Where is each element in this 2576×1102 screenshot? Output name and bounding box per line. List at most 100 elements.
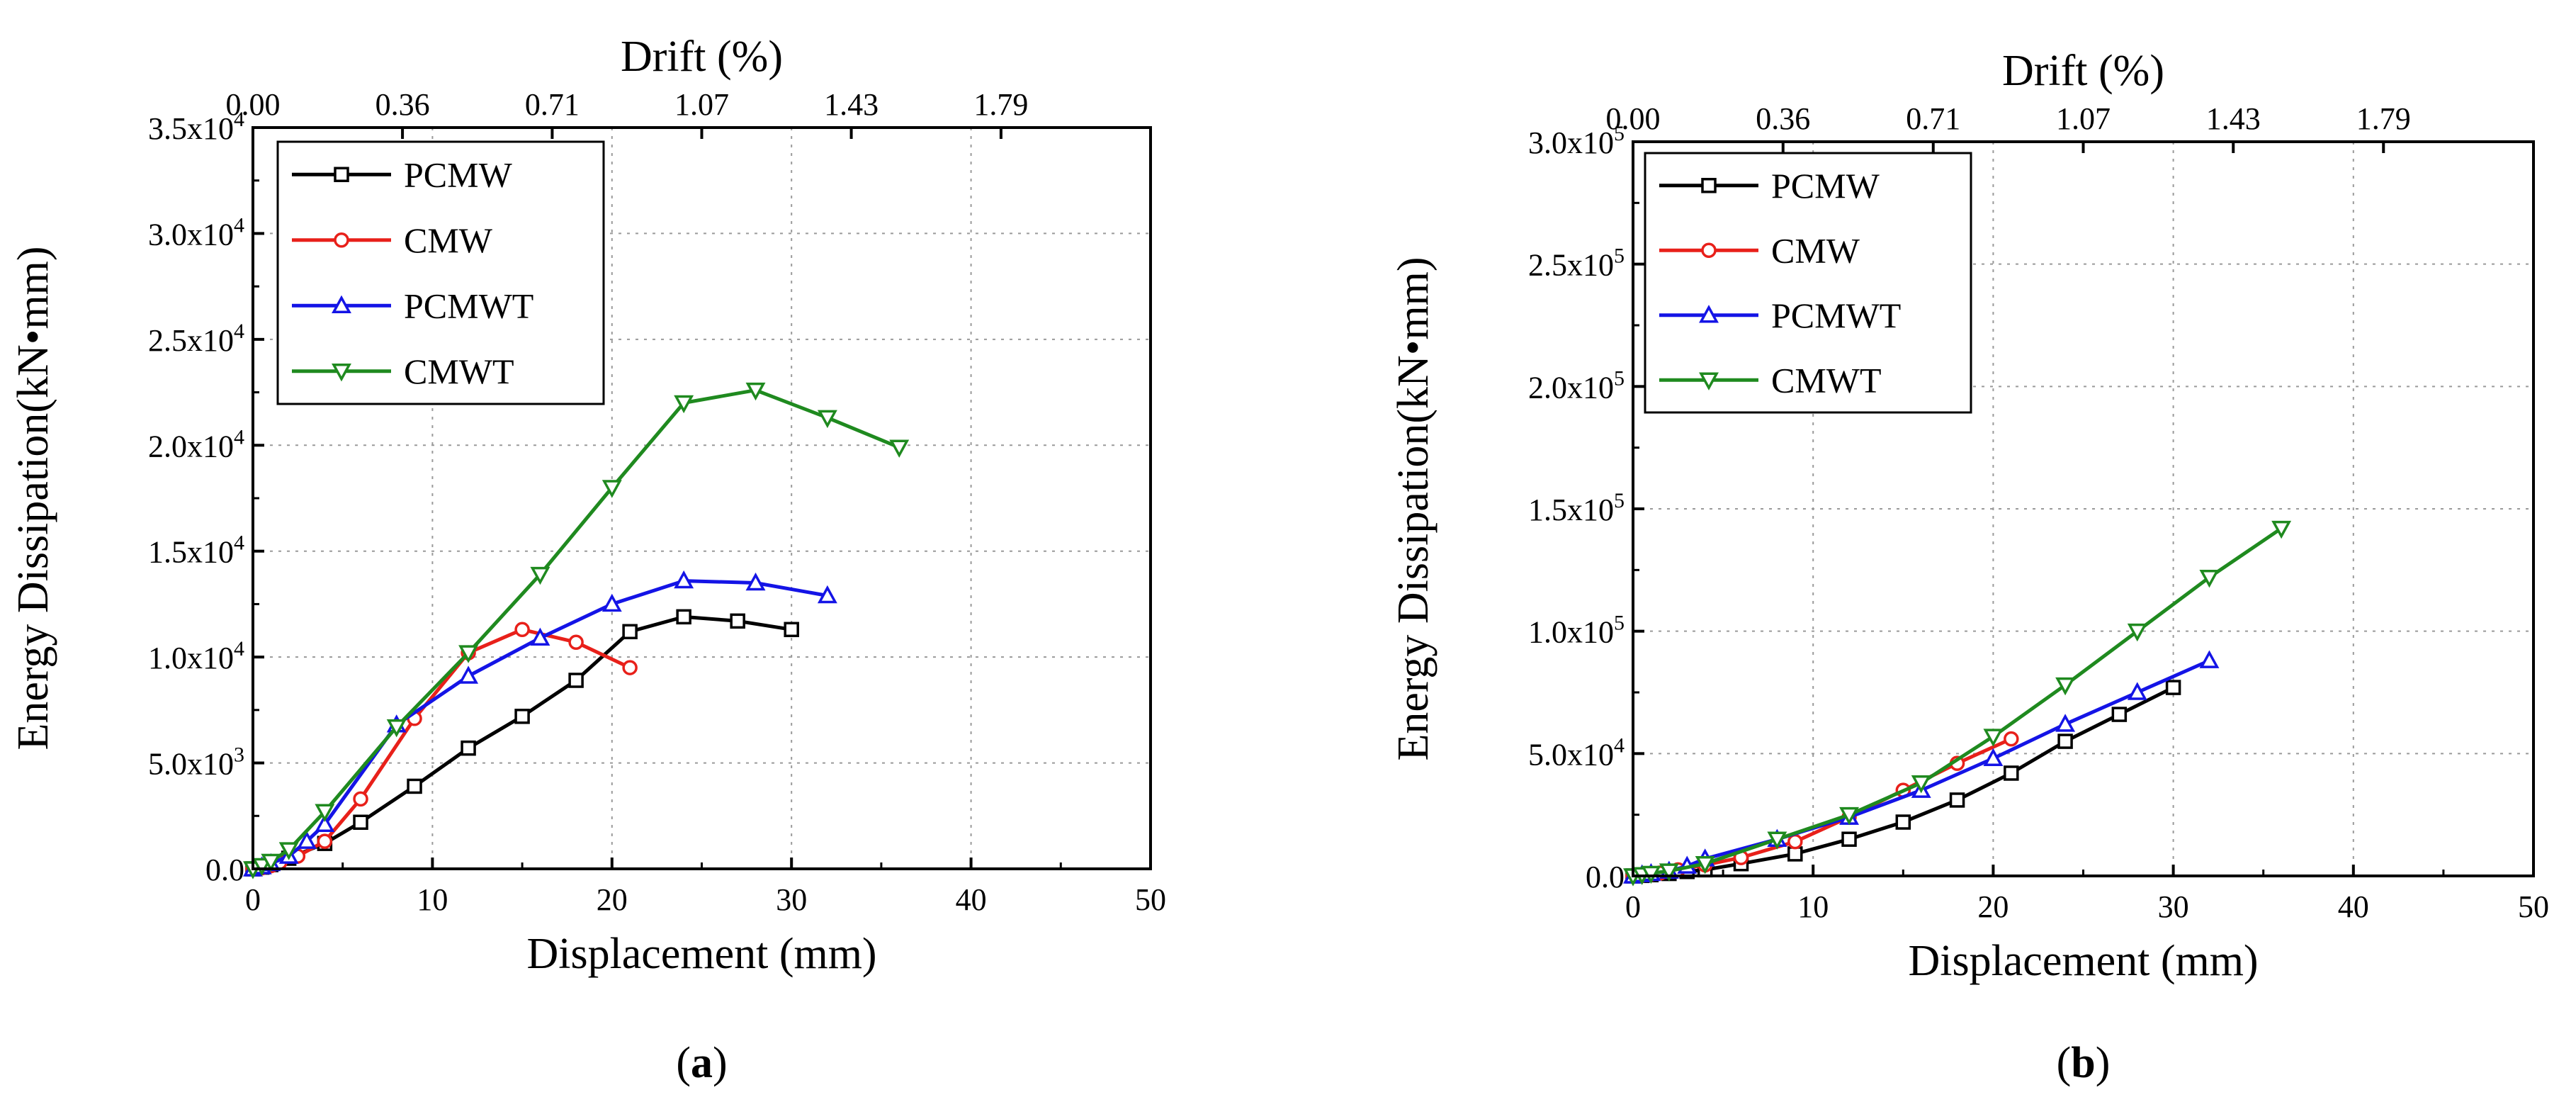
data-point-pcmw-b (2004, 765, 2019, 781)
legend-a: PCMW CMW PCMWT CMWT (276, 140, 605, 405)
data-point-cmwt-b (2127, 623, 2147, 642)
data-point-pcmw-b (1787, 846, 1803, 862)
data-point-cmwt-a (601, 480, 622, 498)
data-point-pcmw-b (2057, 733, 2073, 749)
legend-marker-cmwt-a (332, 364, 351, 382)
data-point-cmwt-b (1695, 855, 1715, 875)
y-tick-label: 2.0x105 (1528, 366, 1625, 405)
data-point-cmw-a (353, 791, 368, 807)
x-tick-label: 40 (2338, 889, 2369, 924)
y-tick-labels-b: 0.0 5.0x104 1.0x105 1.5x105 2.0x105 2.5x105 3.… (1528, 122, 1625, 894)
data-point-cmw-a (622, 660, 638, 675)
panel-b: 0 10 20 30 40 50 0.0 5.0x104 1.0x105 1.5x105 2.0x… (1389, 47, 2549, 1087)
legend-marker-cmwt-b (1699, 372, 1719, 390)
legend-box-a (276, 140, 605, 405)
data-point-cmwt-a (261, 853, 281, 872)
drift-tick-label: 1.07 (2056, 101, 2111, 136)
drift-tick-label: 1.79 (973, 87, 1028, 122)
legend-label-cmwt-b: CMWT (1771, 360, 1882, 400)
data-point-cmw-a (568, 634, 584, 650)
data-point-pcmw-b (2111, 707, 2128, 722)
data-point-pcmw-a (353, 814, 368, 831)
data-point-pcmw-b (2165, 680, 2181, 695)
y-tick-label: 5.0x103 (148, 743, 244, 782)
data-point-cmwt-a (458, 645, 479, 663)
y-tick-label: 5.0x104 (1528, 733, 1625, 772)
data-point-pcmwt-b (2127, 682, 2147, 700)
legend-marker-cmw-a (334, 232, 349, 248)
x-tick-labels-b: 0 10 20 30 40 50 (1625, 889, 2549, 924)
data-point-pcmw-a (730, 613, 745, 629)
data-point-cmwt-a (674, 395, 694, 414)
y-tick-label: 1.0x104 (148, 637, 244, 675)
data-point-pcmw-a (461, 740, 476, 756)
data-point-cmwt-a (386, 719, 407, 738)
x-axis-title-b: Displacement (mm) (1908, 937, 2258, 985)
panel-label-a: (a) (676, 1039, 727, 1087)
series-b (1623, 520, 2292, 887)
drift-tick-label: 1.43 (824, 87, 879, 122)
x-tick-label: 30 (2158, 889, 2189, 924)
data-point-cmwt-a (278, 842, 299, 860)
x-tick-label: 20 (1977, 889, 2009, 924)
y-tick-label: 2.5x104 (148, 320, 244, 358)
data-point-pcmw-a (622, 624, 638, 640)
data-point-pcmw-a (568, 673, 584, 688)
data-point-cmwt-b (2055, 677, 2076, 696)
y-tick-label: 3.0x104 (148, 213, 244, 252)
y-tick-label: 2.0x104 (148, 425, 244, 463)
data-point-pcmw-a (784, 622, 799, 638)
legend-marker-pcmwt-a (332, 295, 351, 313)
y-tick-label: 2.5x105 (1528, 244, 1625, 283)
data-point-cmw-b (1787, 833, 1803, 850)
tick-marks-b (1632, 140, 2535, 877)
data-point-cmwt-b (1659, 863, 1679, 882)
data-point-cmwt-a (315, 804, 335, 822)
legend-b: PCMW CMW PCMWT CMWT (1644, 152, 1972, 414)
x-tick-label: 10 (417, 882, 448, 917)
x-tick-label: 50 (2518, 889, 2549, 924)
drift-tick-label: 0.36 (375, 87, 430, 122)
data-point-cmw-a (514, 622, 530, 638)
legend-label-pcmwt-b: PCMWT (1771, 296, 1901, 335)
data-point-cmwt-a (889, 439, 910, 458)
data-point-cmwt-a (530, 566, 550, 585)
data-point-pcmwt-a (745, 572, 766, 591)
data-point-cmwt-b (2199, 569, 2220, 588)
data-point-pcmwt-a (601, 593, 622, 612)
drift-axis-title-b: Drift (%) (2002, 47, 2164, 95)
data-point-pcmwt-a (817, 585, 837, 604)
legend-label-cmw-a: CMW (404, 220, 493, 260)
x-tick-label: 40 (956, 882, 987, 917)
drift-tick-label: 0.71 (1906, 101, 1960, 136)
data-point-pcmwt-a (458, 665, 479, 684)
data-point-pcmw-b (1949, 792, 1965, 808)
y-tick-label: 0.0 (1586, 860, 1625, 894)
legend-label-cmw-b: CMW (1771, 230, 1860, 270)
legend-marker-cmw-b (1701, 242, 1717, 258)
drift-tick-label: 1.43 (2206, 101, 2261, 136)
data-point-cmwt-b (1641, 865, 1661, 884)
data-point-pcmwt-b (2199, 650, 2220, 668)
data-point-cmw-a (317, 833, 333, 849)
panel-letter-b: b (2071, 1039, 2095, 1087)
data-point-pcmw-a (514, 709, 530, 724)
grid-b (1633, 142, 2533, 876)
legend-marker-pcmwt-b (1699, 305, 1719, 323)
drift-axis-title-a: Drift (%) (621, 33, 783, 81)
data-point-pcmwt-a (674, 570, 694, 589)
drift-tick-label: 0.00 (226, 87, 281, 122)
data-point-pcmwt-b (2055, 714, 2076, 732)
x-axis-title-a: Displacement (mm) (526, 930, 876, 978)
data-point-pcmwt-a (315, 814, 335, 832)
y-tick-labels-a: 0.0 5.0x103 1.0x104 1.5x104 2.0x104 2.5x104 3.… (148, 108, 244, 887)
y-tick-label: 1.5x105 (1528, 489, 1625, 527)
data-point-pcmw-b (1841, 831, 1857, 847)
series-a (243, 382, 910, 879)
y-tick-label: 0.0 (205, 853, 244, 887)
panel-label-b: (b) (2057, 1039, 2111, 1087)
y-tick-label: 3.5x104 (148, 108, 244, 146)
x-tick-label: 0 (1625, 889, 1641, 924)
data-point-pcmwt-a (530, 627, 550, 646)
